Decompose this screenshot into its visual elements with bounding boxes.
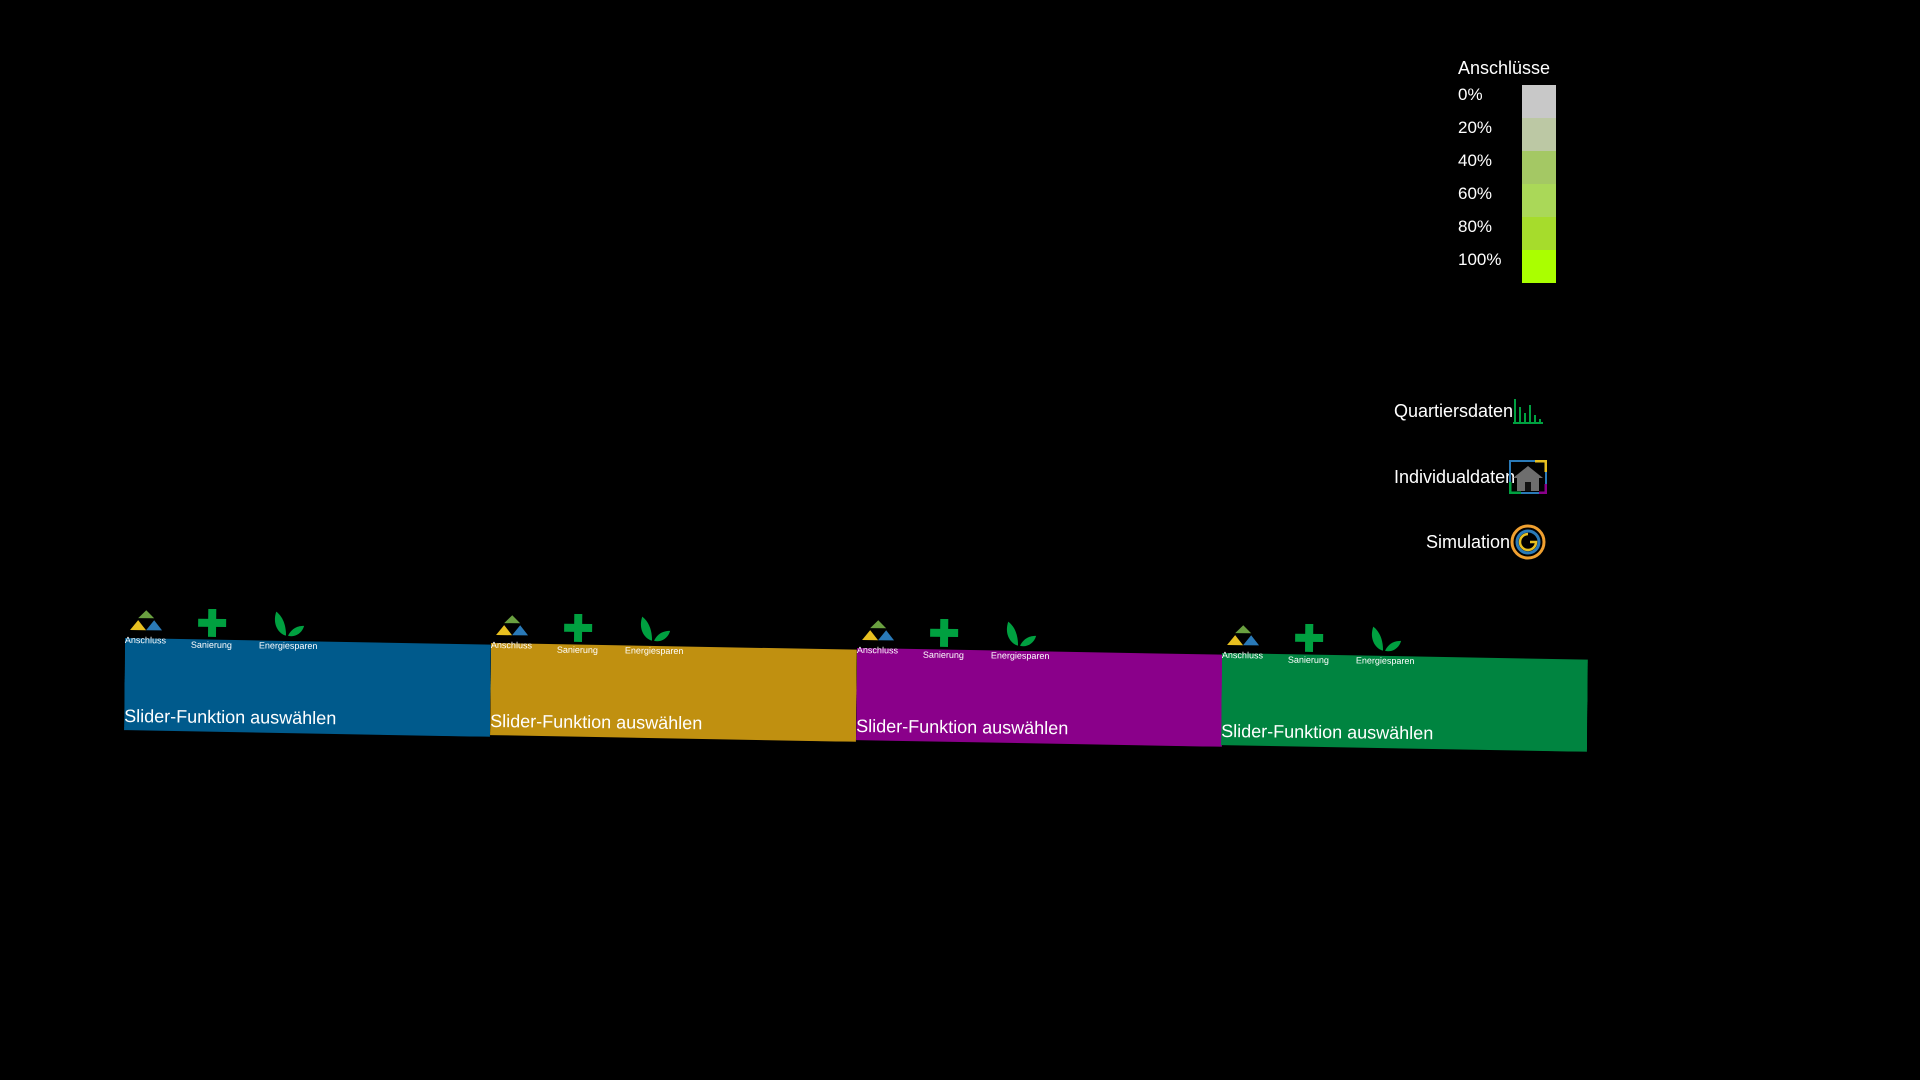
anschluss-label: Anschluss bbox=[856, 645, 899, 656]
sanierung-label: Sanierung bbox=[190, 639, 233, 651]
slider-function-select[interactable]: Slider-Funktion auswählen bbox=[124, 705, 337, 729]
energiesparen-tool[interactable]: Energiesparen bbox=[1356, 624, 1415, 666]
simulation-icon bbox=[1510, 524, 1546, 560]
anschluss-label: Anschluss bbox=[124, 635, 167, 646]
legend-label: 20% bbox=[1458, 118, 1493, 137]
anschluss-label: Anschluss bbox=[490, 640, 533, 651]
anschluss-tool[interactable]: Anschluss bbox=[491, 613, 532, 650]
anschluss-label: Anschluss bbox=[1221, 650, 1264, 661]
plus-icon bbox=[563, 613, 592, 642]
anschluss-tool[interactable]: Anschluss bbox=[1222, 623, 1263, 660]
sanierung-label: Sanierung bbox=[556, 644, 599, 656]
slider-tools: Anschluss Sanierung Energiesparen bbox=[491, 613, 711, 656]
legend-label: 0% bbox=[1458, 85, 1483, 104]
anschluss-triangles-icon bbox=[129, 610, 162, 631]
legend-label: 40% bbox=[1458, 151, 1493, 170]
slider-function-select[interactable]: Slider-Funktion auswählen bbox=[490, 710, 703, 734]
legend-label: 80% bbox=[1458, 217, 1493, 236]
energiesparen-label: Energiesparen bbox=[624, 645, 684, 657]
slider-function-select[interactable]: Slider-Funktion auswählen bbox=[1221, 720, 1434, 744]
nav-quartiersdaten[interactable]: Quartiersdaten bbox=[1394, 397, 1544, 425]
sanierung-tool[interactable]: Sanierung bbox=[190, 608, 233, 651]
plus-icon bbox=[197, 608, 226, 637]
legend-row-100: 100% bbox=[1456, 250, 1606, 283]
legend-row-40: 40% bbox=[1456, 151, 1606, 184]
leaf-icon bbox=[641, 616, 671, 642]
sanierung-tool[interactable]: Sanierung bbox=[556, 613, 599, 656]
sanierung-label: Sanierung bbox=[922, 649, 965, 661]
legend-swatch bbox=[1522, 217, 1556, 250]
sanierung-label: Sanierung bbox=[1287, 654, 1330, 666]
legend-swatch bbox=[1522, 184, 1556, 217]
plus-icon bbox=[929, 618, 958, 647]
sanierung-tool[interactable]: Sanierung bbox=[922, 618, 965, 661]
energiesparen-tool[interactable]: Energiesparen bbox=[991, 619, 1050, 661]
anschluss-triangles-icon bbox=[861, 620, 894, 641]
leaf-icon bbox=[275, 611, 305, 637]
legend-row-0: 0% bbox=[1456, 85, 1606, 118]
bar-chart-icon bbox=[1513, 399, 1544, 424]
house-icon bbox=[1509, 460, 1548, 494]
legend-row-80: 80% bbox=[1456, 217, 1606, 250]
plus-icon bbox=[1294, 623, 1323, 652]
energiesparen-tool[interactable]: Energiesparen bbox=[259, 609, 318, 651]
slider-tools: Anschluss Sanierung Energiesparen bbox=[857, 618, 1077, 661]
anschluss-triangles-icon bbox=[495, 615, 528, 636]
legend-title: Anschlüsse bbox=[1458, 58, 1551, 78]
legend-label: 100% bbox=[1458, 250, 1502, 269]
leaf-icon bbox=[1372, 626, 1402, 652]
legend-label: 60% bbox=[1458, 184, 1493, 203]
legend-swatch bbox=[1522, 118, 1556, 151]
connections-legend: Anschlüsse 0% 20% 40% 60% 80% 100% bbox=[1456, 58, 1606, 283]
sanierung-tool[interactable]: Sanierung bbox=[1287, 623, 1330, 666]
energiesparen-label: Energiesparen bbox=[990, 650, 1050, 662]
leaf-icon bbox=[1007, 621, 1037, 647]
anschluss-tool[interactable]: Anschluss bbox=[857, 618, 898, 655]
slider-panel-3[interactable]: Slider-Funktion auswählen Anschluss Sani… bbox=[856, 618, 1223, 747]
nav-simulation[interactable]: Simulation bbox=[1426, 524, 1548, 560]
slider-function-select[interactable]: Slider-Funktion auswählen bbox=[856, 715, 1069, 739]
legend-swatch bbox=[1522, 85, 1556, 118]
nav-individualdaten[interactable]: Individualdaten bbox=[1394, 460, 1548, 494]
anschluss-tool[interactable]: Anschluss bbox=[125, 608, 166, 645]
legend-row-20: 20% bbox=[1456, 118, 1606, 151]
slider-tools: Anschluss Sanierung Energiesparen bbox=[1222, 623, 1442, 666]
legend-swatch bbox=[1522, 151, 1556, 184]
nav-individualdaten-label: Individualdaten bbox=[1394, 466, 1516, 487]
energiesparen-tool[interactable]: Energiesparen bbox=[625, 614, 684, 656]
energiesparen-label: Energiesparen bbox=[258, 640, 318, 652]
legend-row-60: 60% bbox=[1456, 184, 1606, 217]
slider-panel-4[interactable]: Slider-Funktion auswählen Anschluss Sani… bbox=[1221, 623, 1588, 752]
slider-panel-2[interactable]: Slider-Funktion auswählen Anschluss Sani… bbox=[490, 613, 857, 742]
nav-simulation-label: Simulation bbox=[1426, 531, 1511, 552]
slider-tools: Anschluss Sanierung Energiesparen bbox=[125, 608, 345, 651]
energiesparen-label: Energiesparen bbox=[1355, 655, 1415, 667]
anschluss-triangles-icon bbox=[1226, 625, 1259, 646]
nav-quartiersdaten-label: Quartiersdaten bbox=[1394, 400, 1514, 421]
slider-panel-1[interactable]: Slider-Funktion auswählen Anschluss Sani… bbox=[124, 608, 491, 737]
legend-swatch bbox=[1522, 250, 1556, 283]
